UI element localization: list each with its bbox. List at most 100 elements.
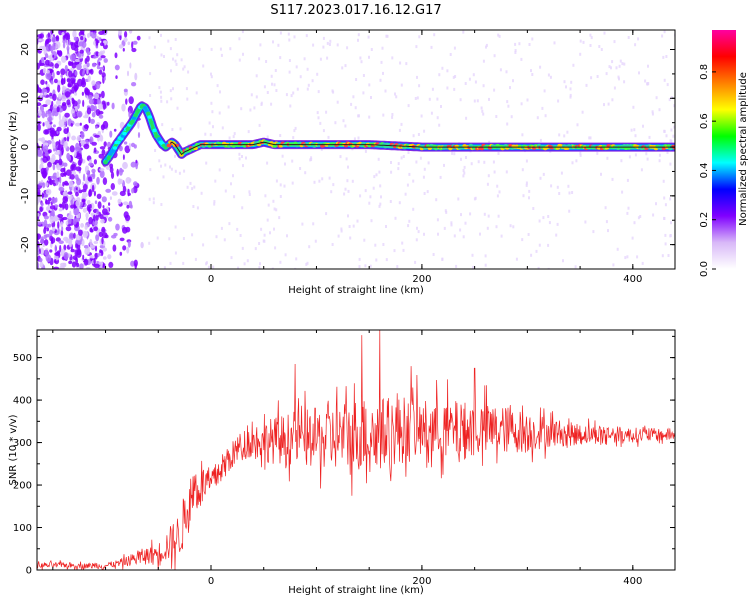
speckle: [647, 64, 649, 68]
noise-dot: [76, 110, 83, 118]
noise-dot: [96, 65, 100, 70]
speckle: [495, 225, 498, 229]
speckle: [213, 202, 216, 206]
speckle: [271, 82, 273, 86]
speckle: [264, 194, 267, 198]
speckle: [394, 92, 396, 96]
speckle: [535, 249, 538, 253]
speckle: [238, 152, 241, 156]
noise-dot: [93, 263, 100, 269]
noise-dot: [44, 129, 50, 135]
speckle: [402, 155, 405, 158]
speckle: [666, 151, 669, 154]
speckle: [472, 265, 475, 269]
noise-dot: [125, 98, 128, 105]
noise-dot: [76, 177, 80, 182]
speckle: [579, 153, 582, 157]
speckle: [416, 226, 418, 230]
speckle: [238, 37, 241, 41]
noise-dot: [51, 36, 57, 43]
noise-dot: [116, 168, 119, 177]
speckle: [498, 34, 501, 38]
speckle: [603, 31, 606, 35]
speckle: [237, 266, 240, 269]
y-tick-label: 500: [13, 353, 32, 364]
speckle: [288, 59, 291, 62]
speckle: [667, 254, 670, 257]
speckle: [621, 62, 624, 66]
speckle: [336, 43, 339, 47]
speckle: [292, 136, 295, 140]
noise-dot: [48, 210, 51, 214]
speckle: [207, 265, 210, 269]
noise-dot: [100, 218, 105, 224]
speckle: [308, 245, 311, 249]
noise-dot: [80, 36, 84, 41]
noise-dot: [79, 49, 84, 54]
noise-dot: [86, 200, 91, 205]
speckle: [482, 59, 485, 63]
speckle: [393, 249, 396, 253]
speckle: [295, 65, 298, 69]
speckle: [487, 174, 490, 178]
noise-dot: [90, 212, 95, 216]
speckle: [291, 159, 294, 163]
noise-dot: [96, 98, 100, 105]
speckle: [210, 72, 212, 76]
speckle: [665, 55, 668, 58]
noise-dot: [51, 226, 56, 232]
speckle: [585, 83, 588, 87]
track-blob: [163, 145, 168, 150]
speckle: [391, 56, 394, 60]
colorbar-ticks: 0.0 0.2 0.4 0.6 0.8: [699, 64, 716, 277]
speckle: [339, 155, 342, 159]
noise-dot: [68, 70, 73, 78]
speckle: [567, 184, 570, 188]
speckle: [195, 91, 198, 95]
noise-dot: [91, 141, 97, 146]
speckle: [350, 102, 353, 106]
speckle: [263, 239, 266, 243]
noise-dot: [59, 176, 62, 184]
spectrogram-panel: 0 200 400 -20 -10 0 10 20 Height of straight li…: [8, 29, 749, 296]
noise-dot: [89, 227, 93, 233]
speckle: [664, 233, 667, 237]
speckle: [627, 36, 630, 39]
noise-dot: [98, 93, 102, 98]
speckle: [328, 43, 331, 46]
noise-dot: [131, 187, 135, 194]
speckle: [385, 225, 387, 228]
noise-dot: [49, 205, 56, 210]
noise-dot: [73, 36, 78, 41]
speckle: [160, 33, 162, 37]
speckle: [514, 42, 517, 46]
x-tick-label: 200: [412, 274, 431, 285]
noise-dot: [42, 104, 48, 108]
y-tick-label: 200: [13, 481, 32, 492]
noise-dot: [136, 35, 141, 41]
noise-dot: [108, 202, 111, 206]
noise-dot: [52, 42, 56, 51]
noise-dot: [89, 255, 94, 259]
noise-dot: [61, 32, 65, 36]
noise-dot: [102, 177, 108, 186]
speckle: [465, 116, 468, 120]
speckle: [481, 109, 484, 113]
noise-dot: [98, 231, 104, 238]
noise-dot: [82, 70, 85, 77]
speckle: [343, 192, 346, 196]
speckle: [218, 168, 221, 172]
speckle: [556, 222, 559, 226]
speckle: [476, 99, 479, 103]
speckle: [292, 91, 295, 95]
speckle: [332, 90, 335, 94]
noise-dot: [105, 188, 112, 193]
noise-dot: [101, 236, 104, 245]
speckle: [322, 36, 325, 40]
noise-dot: [83, 124, 89, 129]
speckle: [266, 161, 269, 165]
noise-dot: [88, 69, 93, 73]
speckle: [367, 35, 370, 39]
noise-dot: [91, 111, 96, 118]
speckle: [267, 203, 270, 207]
